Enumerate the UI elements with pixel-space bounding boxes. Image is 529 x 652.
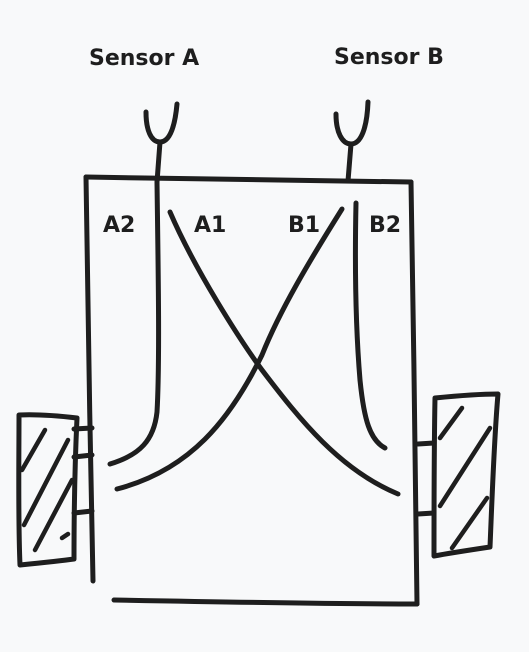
wire-a2 (107, 179, 162, 467)
left-wheel-hatch-4 (59, 531, 71, 541)
sensor-b-label: Sensor B (334, 45, 444, 70)
right-wheel-hatch-3 (449, 495, 490, 551)
wire-a1 (167, 209, 401, 497)
left-axle-top (71, 425, 95, 432)
left-wheel-hatch-1 (19, 427, 48, 473)
chassis-top-edge (83, 174, 414, 185)
wire-b2 (352, 200, 388, 451)
chassis-body (83, 174, 420, 607)
right-wheel-hatch-2 (437, 425, 493, 509)
wire-label-b2: B2 (369, 213, 402, 238)
wire-label-a2: A2 (103, 213, 136, 238)
sensor-a-symbol (143, 101, 180, 185)
wire-b1 (114, 206, 345, 492)
chassis-bottom-edge (111, 597, 420, 607)
sensor-a-stem (154, 139, 163, 185)
sensor-a-label: Sensor A (89, 46, 200, 71)
right-wheel-outline (431, 391, 501, 559)
right-axle-top (415, 440, 437, 447)
right-wheel-hatch-1 (437, 405, 465, 441)
sensor-b-stem (345, 141, 354, 184)
sensor-a-fork (143, 101, 180, 145)
chassis-right-edge (408, 179, 420, 607)
chassis-left-edge (83, 174, 96, 584)
wires (107, 179, 401, 497)
left-wheel (16, 412, 95, 568)
sensor-b-fork (333, 99, 371, 147)
left-wheel-hatch-2 (21, 437, 71, 528)
sensor-b-symbol (333, 99, 371, 184)
wire-label-b1: B1 (288, 213, 321, 238)
wire-label-a1: A1 (194, 213, 227, 238)
right-wheel (415, 391, 501, 559)
right-axle-mid (415, 510, 437, 517)
left-axle-mid (71, 452, 95, 460)
left-wheel-hatch-3 (32, 477, 75, 553)
left-wheel-outline (16, 412, 80, 568)
left-axle-bottom (71, 508, 95, 516)
